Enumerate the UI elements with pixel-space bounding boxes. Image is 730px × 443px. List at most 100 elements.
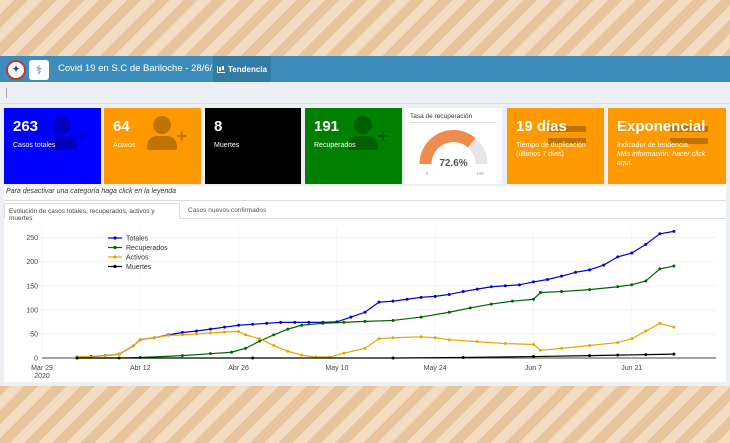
x-tick-label: Jun 21 [621,365,642,372]
data-point [391,336,395,340]
data-point [279,320,283,324]
box-tendencia: Exponencial Indicador de tendencia. Más … [608,108,726,184]
data-point [433,294,437,298]
gauge-svg: 72.6% 0 100 [419,130,488,176]
gauge-recuperacion: Tasa de recuperación 72.6% 0 100 [405,108,502,184]
data-point [265,321,269,325]
tab-tendencia[interactable]: Tendencia [213,56,271,82]
legend-item-totales[interactable]: Totales [126,236,149,243]
data-point [560,346,564,350]
data-point [644,242,648,246]
duplicacion-label: Tiempo de duplicación (últimos 7 días) [516,141,586,159]
data-point [166,333,170,337]
data-point [546,278,549,282]
tab-casos-nuevos[interactable]: Casos nuevos confirmados [188,207,267,214]
equals-bars-icon [548,116,590,158]
data-point [630,337,634,341]
data-point [237,323,241,327]
data-point [644,353,648,357]
chart-panel: Para desactivar una categoría haga click… [4,186,726,382]
data-point [560,274,564,278]
data-point [237,330,241,334]
data-point [672,352,676,356]
data-point [286,327,290,331]
legend-marker [113,255,117,259]
data-point [461,290,465,294]
legend-item-muertes[interactable]: Muertes [126,264,152,271]
data-point [75,356,79,360]
gauge-max: 100 [476,171,484,176]
data-point [531,297,535,301]
data-point [475,287,479,291]
data-point [616,255,620,259]
x-tick-label: May 24 [424,365,447,372]
data-point [588,354,592,358]
x-tick-label: Jun 7 [525,365,542,372]
data-point [286,349,290,353]
data-point [447,338,451,342]
data-point [180,330,184,334]
data-point [363,319,367,323]
legend-marker [113,245,117,250]
tab-evolucion[interactable]: Evolución de casos totales, recuperados,… [4,203,180,222]
gauge-value: 72.6% [439,158,467,169]
tendencia-info-link[interactable]: Más información: hacer click [617,151,706,158]
data-point [391,318,395,322]
legend-item-activos[interactable]: Activos [126,255,149,262]
data-point [419,295,423,299]
legend-marker [113,236,117,240]
data-point [272,343,276,347]
data-point [223,330,227,334]
data-point [300,353,304,357]
data-point [672,264,676,268]
medical-caduceus-logo: ⚕ [29,59,49,80]
gauge-title: Tasa de recuperación [410,113,473,120]
data-point [307,320,311,324]
data-point [209,331,212,335]
y-tick-label: 200 [26,259,38,266]
bar-chart-icon [217,65,225,73]
sidebar-toggle[interactable] [6,88,7,98]
muertes-value: 8 [214,118,223,135]
data-point [419,335,423,339]
data-point [658,267,662,271]
data-point [223,325,227,329]
duplicacion-label-1: Tiempo de duplicación [516,142,586,149]
x-tick-label: Abr 12 [130,365,151,372]
legend-item-recuperados[interactable]: Recuperados [126,245,168,252]
x-tick-label: May 10 [325,365,348,372]
equals-bars-icon [670,116,712,158]
data-point [391,356,395,360]
data-point [672,229,676,233]
data-point [447,310,451,314]
y-tick-label: 0 [34,356,38,363]
data-point [377,300,381,304]
series-line-totales [77,230,674,358]
data-point [244,333,248,337]
data-point [363,346,367,350]
chart-tabs: Evolución de casos totales, recuperados,… [4,203,726,222]
data-point [538,348,542,352]
legend-marker [113,264,117,269]
box-muertes: 8 Muertes [205,108,301,184]
data-point [209,352,212,356]
data-point [180,333,184,337]
activos-value: 64 [113,118,130,135]
tendencia-info-link-2[interactable]: aquí. [617,160,633,167]
data-point [293,320,297,324]
data-point [510,299,514,303]
data-point [300,323,304,327]
app-frame: ✦ ⚕ Covid 19 en S.C de Bariloche - 28/6/… [0,56,730,386]
subbar [0,82,730,104]
data-point [531,343,535,347]
data-point [644,329,648,333]
y-tick-label: 50 [30,331,38,338]
data-point [531,280,535,284]
data-point [489,302,493,306]
data-point [588,288,592,292]
x-tick-label: 2020 [34,373,50,380]
data-point [630,283,634,287]
data-point [531,355,535,359]
data-point [658,321,662,325]
tendencia-label-1: Indicador de tendencia. [617,142,690,149]
